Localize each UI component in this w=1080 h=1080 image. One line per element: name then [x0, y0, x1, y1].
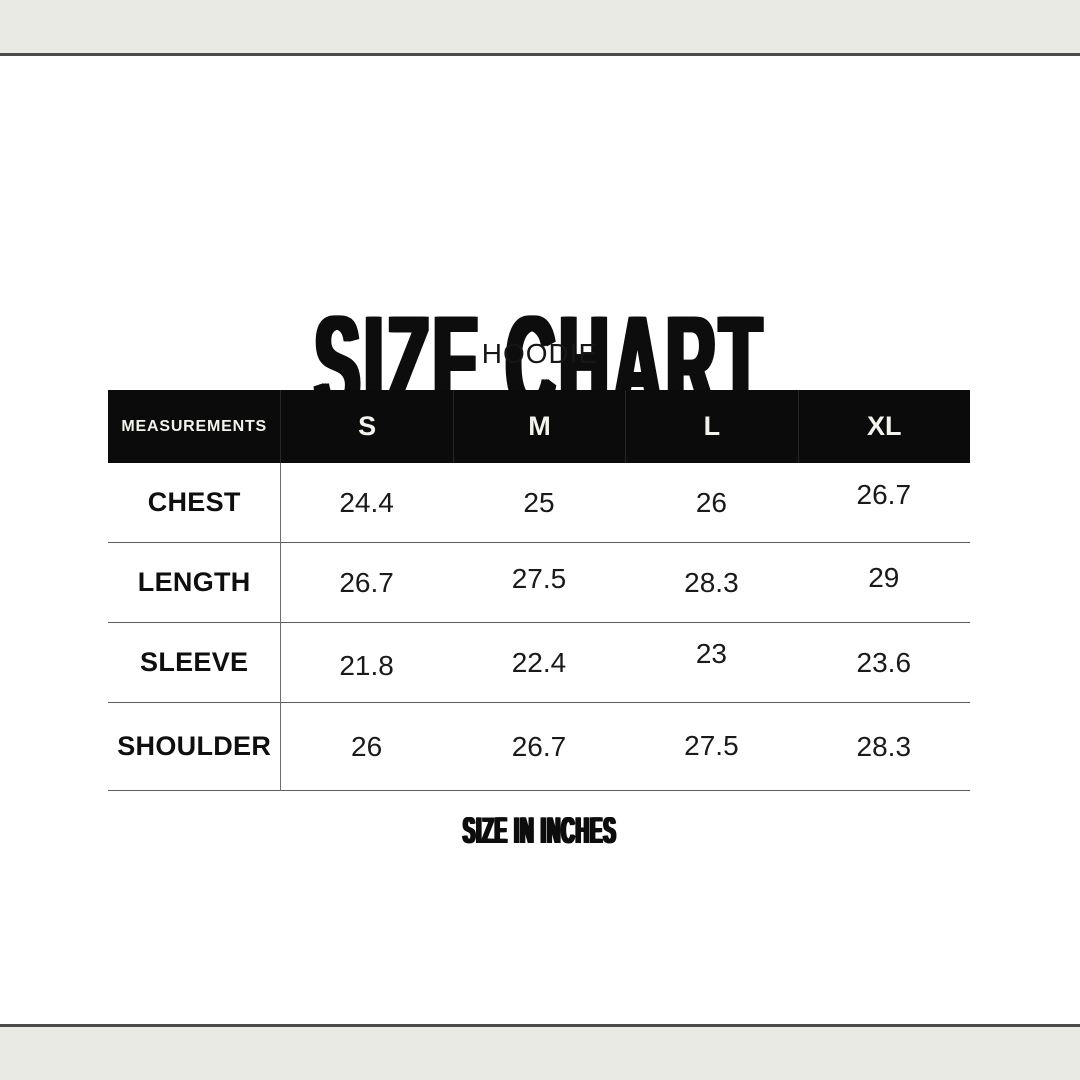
table-row-sleeve: SLEEVE 21.8 22.4 23 23.6	[108, 623, 970, 703]
bottom-border-band	[0, 1024, 1080, 1080]
page-subtitle: HOODIE	[481, 338, 599, 369]
value-cell: 26.7	[339, 566, 394, 598]
value-cell: 27.5	[511, 562, 567, 594]
column-divider-line	[280, 463, 282, 791]
value-cell: 28.3	[856, 730, 912, 762]
header-cell-size-m: M	[452, 390, 625, 463]
row-label: SLEEVE	[140, 647, 249, 677]
value-cell: 24.4	[339, 486, 394, 518]
table-row-shoulder: SHOULDER 26 26.7 27.5 28.3	[108, 703, 970, 791]
value-cell: 22.4	[511, 646, 567, 678]
row-label: CHEST	[147, 487, 241, 517]
table-row-length: LENGTH 26.7 27.5 28.3 29	[108, 543, 970, 623]
value-cell: 23.6	[856, 646, 912, 678]
value-cell: 23	[695, 637, 727, 669]
unit-note-text: SIZE IN INCHES	[463, 810, 617, 851]
value-cell: 29	[868, 561, 900, 593]
value-cell: 25	[523, 486, 555, 518]
value-cell: 28.3	[684, 566, 739, 598]
value-cell: 21.8	[339, 649, 394, 681]
value-cell: 26.7	[856, 478, 912, 510]
unit-note: SIZE IN INCHES	[0, 812, 1080, 849]
size-table-header-row: MEASUREMENTS S M L XL	[108, 390, 970, 463]
value-cell: 27.5	[684, 729, 739, 761]
row-label: SHOULDER	[117, 731, 272, 761]
value-cell: 26.7	[511, 730, 567, 762]
value-cell: 26	[695, 486, 727, 518]
top-border-band	[0, 0, 1080, 56]
size-table: MEASUREMENTS S M L XL CHEST 24.4 25 26 2…	[108, 390, 970, 791]
header-cell-size-s: S	[280, 390, 452, 463]
header-cell-measurements: MEASUREMENTS	[121, 417, 267, 435]
header-cell-size-l: L	[625, 390, 797, 463]
value-cell: 26	[351, 730, 383, 762]
table-row-chest: CHEST 24.4 25 26 26.7	[108, 463, 970, 543]
header-cell-size-xl: XL	[797, 390, 970, 463]
size-table-body: CHEST 24.4 25 26 26.7 LENGTH 26.7 27.5 2…	[108, 463, 970, 791]
row-label: LENGTH	[137, 567, 251, 597]
